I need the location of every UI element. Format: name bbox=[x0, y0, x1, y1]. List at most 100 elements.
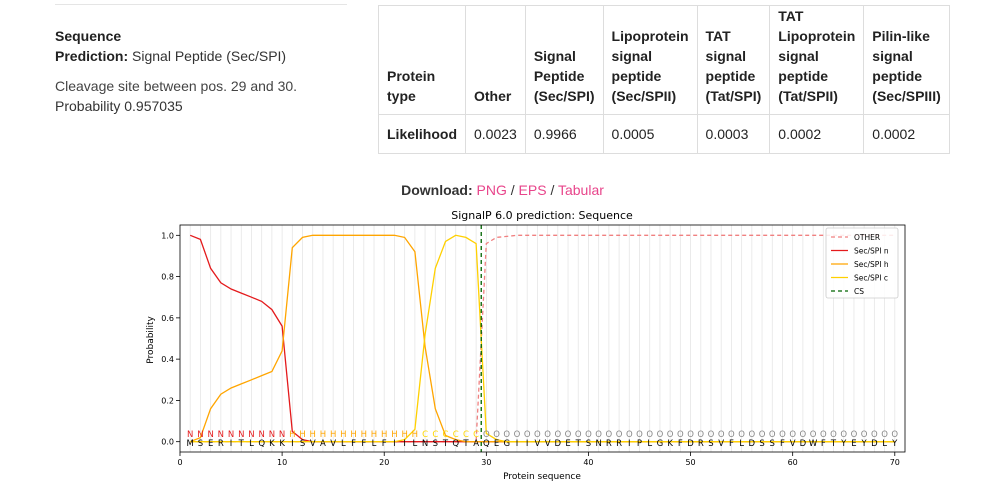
residue-label: T bbox=[238, 439, 245, 449]
region-label: O bbox=[524, 430, 531, 440]
residue-label: Y bbox=[861, 439, 868, 449]
residue-label: W bbox=[809, 439, 818, 449]
residue-label: Q bbox=[258, 439, 265, 449]
region-label: N bbox=[207, 430, 213, 440]
residue-label: F bbox=[351, 439, 356, 449]
region-label: O bbox=[697, 430, 704, 440]
residue-label: L bbox=[739, 439, 744, 449]
residue-label: Y bbox=[891, 439, 898, 449]
residue-label: S bbox=[198, 439, 203, 449]
download-bar: Download: PNG / EPS / Tabular bbox=[0, 182, 1005, 198]
residue-label: T bbox=[830, 439, 837, 449]
likelihood-tat-spii: 0.0002 bbox=[769, 114, 865, 154]
residue-label: S bbox=[586, 439, 591, 449]
x-tick-label: 70 bbox=[890, 458, 900, 467]
likelihood-tat-spi: 0.0003 bbox=[696, 114, 771, 154]
residue-label: G bbox=[657, 439, 664, 449]
residue-label: D bbox=[555, 439, 562, 449]
region-label: O bbox=[840, 430, 847, 440]
legend-entry: Sec/SPI n bbox=[854, 247, 889, 256]
region-label: O bbox=[687, 430, 694, 440]
region-label: O bbox=[871, 430, 878, 440]
table-header-row: Protein type Other Signal Peptide (Sec/SPI)… bbox=[378, 5, 950, 115]
residue-label: T bbox=[575, 439, 582, 449]
residue-label: S bbox=[300, 439, 305, 449]
row-label-likelihood: Likelihood bbox=[378, 114, 466, 154]
region-label: C bbox=[422, 430, 428, 440]
region-label: C bbox=[443, 430, 449, 440]
residue-label: R bbox=[606, 439, 612, 449]
residue-label: G bbox=[503, 439, 510, 449]
region-label: O bbox=[881, 430, 888, 440]
series-line-other bbox=[190, 234, 895, 443]
residue-label: E bbox=[208, 439, 213, 449]
region-label: O bbox=[800, 430, 807, 440]
region-label: O bbox=[677, 430, 684, 440]
x-tick-label: 10 bbox=[277, 458, 287, 467]
residue-label: F bbox=[780, 439, 785, 449]
region-label: O bbox=[810, 430, 817, 440]
region-label: H bbox=[320, 430, 326, 440]
download-png-link[interactable]: PNG bbox=[476, 182, 507, 198]
residue-label: K bbox=[269, 439, 275, 449]
region-label: O bbox=[748, 430, 755, 440]
residue-label: S bbox=[770, 439, 775, 449]
region-label: N bbox=[259, 430, 265, 440]
x-tick-label: 30 bbox=[481, 458, 491, 467]
residue-label: V bbox=[545, 439, 551, 449]
residue-label: I bbox=[393, 439, 396, 449]
residue-label: V bbox=[310, 439, 316, 449]
region-label: H bbox=[310, 430, 316, 440]
residue-label: I bbox=[516, 439, 519, 449]
residue-label: L bbox=[249, 439, 254, 449]
legend-box bbox=[825, 227, 899, 299]
download-separator: / bbox=[550, 182, 555, 198]
prediction-summary: Sequence Prediction: Signal Peptide (Sec… bbox=[55, 26, 355, 116]
region-label: O bbox=[861, 430, 868, 440]
residue-label: L bbox=[412, 439, 417, 449]
region-label: O bbox=[708, 430, 715, 440]
header-sec-spiii: Pilin-like signal peptide (Sec/SPIII) bbox=[863, 5, 950, 115]
region-label: O bbox=[759, 430, 766, 440]
region-label: N bbox=[218, 430, 224, 440]
y-tick-label: 0.4 bbox=[161, 355, 174, 364]
residue-label: E bbox=[565, 439, 570, 449]
region-label: H bbox=[412, 430, 418, 440]
residue-label: V bbox=[718, 439, 724, 449]
residue-label: Q bbox=[483, 439, 490, 449]
y-tick-label: 0.8 bbox=[161, 273, 174, 282]
residue-label: T bbox=[442, 439, 449, 449]
top-divider bbox=[55, 4, 347, 5]
prediction-label: Prediction: bbox=[55, 48, 129, 64]
plot-area bbox=[180, 225, 905, 452]
x-tick-label: 40 bbox=[583, 458, 593, 467]
residue-label: Q bbox=[452, 439, 459, 449]
region-label: H bbox=[330, 430, 336, 440]
residue-label: F bbox=[729, 439, 734, 449]
residue-label: E bbox=[851, 439, 856, 449]
region-label: O bbox=[565, 430, 572, 440]
residue-label: R bbox=[218, 439, 224, 449]
region-label: N bbox=[187, 430, 193, 440]
region-label: O bbox=[891, 430, 898, 440]
residue-label: K bbox=[279, 439, 285, 449]
region-label: H bbox=[340, 430, 346, 440]
x-tick-label: 20 bbox=[379, 458, 389, 467]
region-label: H bbox=[401, 430, 407, 440]
region-label: O bbox=[738, 430, 745, 440]
region-label: H bbox=[371, 430, 377, 440]
residue-label: A bbox=[320, 439, 326, 449]
residue-label: I bbox=[291, 439, 294, 449]
x-tick-label: 60 bbox=[788, 458, 798, 467]
residue-label: S bbox=[759, 439, 764, 449]
residue-label: I bbox=[230, 439, 233, 449]
region-label: H bbox=[299, 430, 305, 440]
residue-label: N bbox=[422, 439, 428, 449]
download-tabular-link[interactable]: Tabular bbox=[557, 182, 604, 198]
residue-label: P bbox=[637, 439, 642, 449]
download-eps-link[interactable]: EPS bbox=[518, 182, 547, 198]
region-label: C bbox=[432, 430, 438, 440]
header-other: Other bbox=[465, 5, 526, 115]
residue-label: D bbox=[800, 439, 807, 449]
region-label: O bbox=[718, 430, 725, 440]
